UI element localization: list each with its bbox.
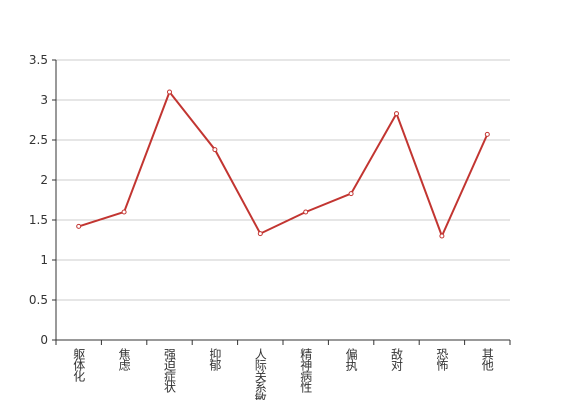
point <box>121 209 127 215</box>
x-tick-label: 抑郁 <box>208 347 222 372</box>
x-tick-label: 偏执 <box>344 347 358 372</box>
y-tick-label: 2.5 <box>29 133 48 147</box>
x-tick-label: 其他 <box>480 348 494 371</box>
point <box>257 231 263 237</box>
point <box>348 191 354 197</box>
x-tick-label: 恐怖 <box>435 348 449 371</box>
y-tick-label: 3.5 <box>29 53 48 67</box>
point <box>303 209 309 215</box>
x-tick-label: 人际关系敏感 <box>253 348 267 400</box>
y-tick-label: 0.5 <box>29 293 48 307</box>
x-tick-label: 强迫症状 <box>163 348 177 393</box>
y-tick-label: 3 <box>40 93 48 107</box>
y-tick-label: 0 <box>40 333 48 347</box>
point <box>167 89 172 95</box>
point <box>484 131 490 137</box>
line <box>78 89 489 239</box>
x-tick-label: 精神病性 <box>299 348 313 394</box>
point <box>76 223 82 229</box>
y-tick-label: 1 <box>40 253 48 267</box>
x-tick-label: 躯体化 <box>72 347 86 383</box>
x-tick-label: 焦虑 <box>117 348 131 371</box>
point <box>394 111 399 117</box>
y-tick-label: 1.5 <box>29 213 48 227</box>
y-tick-label: 2 <box>40 173 48 187</box>
x-tick-label: 敌对 <box>390 347 404 371</box>
point <box>439 233 445 239</box>
point <box>212 147 218 153</box>
